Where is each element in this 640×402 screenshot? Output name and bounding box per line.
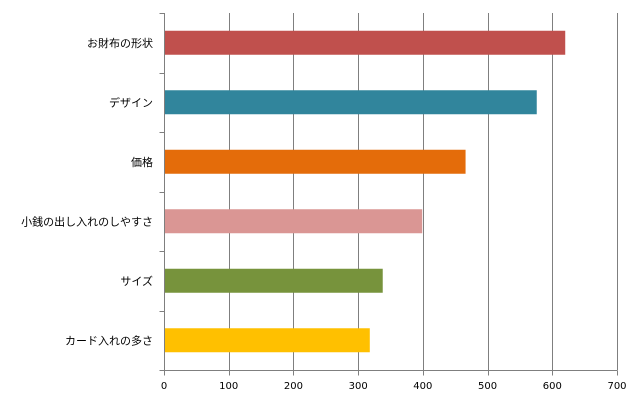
bar: [164, 328, 370, 353]
x-tick-label: 100: [219, 381, 238, 392]
x-tick-label: 600: [543, 381, 562, 392]
category-label: お財布の形状: [87, 36, 153, 50]
axes: [159, 13, 618, 376]
bar: [164, 209, 423, 234]
category-label: デザイン: [109, 95, 153, 109]
x-tick-label: 200: [284, 381, 303, 392]
category-label: 価格: [131, 155, 153, 169]
bar: [164, 149, 466, 174]
x-tick-label: 500: [478, 381, 497, 392]
x-tick-label: 700: [607, 381, 626, 392]
gridlines: [229, 13, 618, 370]
bar: [164, 30, 566, 55]
category-label: カード入れの多さ: [65, 333, 153, 347]
x-tick-label: 400: [413, 381, 432, 392]
bars: [164, 30, 566, 353]
category-label: 小銭の出し入れのしやすさ: [21, 214, 153, 228]
x-tick-labels: 0 100 200 300 400 500 600 700: [161, 381, 627, 392]
x-tick-label: 0: [161, 381, 167, 392]
x-tick-label: 300: [349, 381, 368, 392]
bar: [164, 90, 537, 115]
category-label: サイズ: [120, 274, 153, 288]
bar: [164, 268, 383, 293]
